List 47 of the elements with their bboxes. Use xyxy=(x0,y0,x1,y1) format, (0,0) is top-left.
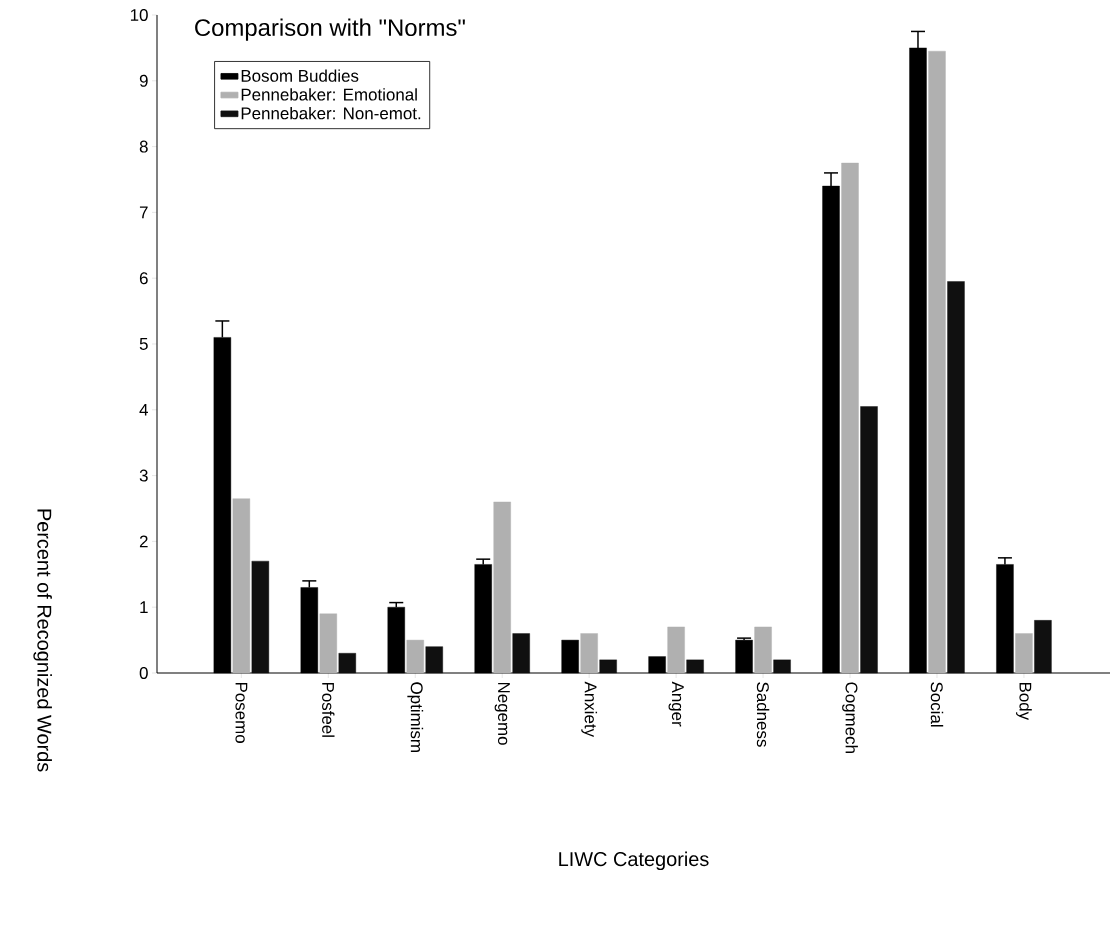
legend-label: Bosom Buddies xyxy=(241,69,359,82)
y-tick-label: 9 xyxy=(139,74,148,87)
bar xyxy=(406,639,424,674)
bar xyxy=(1015,633,1033,674)
legend-label: Pennebaker: Non-emot. xyxy=(241,106,421,120)
bar xyxy=(338,653,356,674)
bar xyxy=(319,613,337,674)
x-tick-label: Body xyxy=(1016,682,1032,721)
bar xyxy=(599,659,617,674)
bar xyxy=(686,659,704,674)
y-tick-label: 3 xyxy=(139,469,148,482)
bar xyxy=(841,162,859,674)
chart-title: Comparison with "Norms" xyxy=(195,18,465,41)
bar xyxy=(860,406,878,674)
bar xyxy=(251,560,270,674)
bar xyxy=(232,498,251,674)
x-axis-title: LIWC Categories xyxy=(559,851,709,871)
y-tick-label: 7 xyxy=(139,206,148,219)
y-tick-label: 8 xyxy=(139,140,148,153)
y-tick-label: 5 xyxy=(139,338,148,350)
x-tick-label: Anger xyxy=(668,681,684,727)
x-tick-label: Posfeel xyxy=(322,682,335,737)
x-tick-label: Anxiety xyxy=(581,681,598,738)
y-tick-label: 2 xyxy=(139,535,148,548)
y-tick-label: 1 xyxy=(140,601,148,614)
legend-label: Pennebaker: Emotional xyxy=(241,88,417,101)
bar xyxy=(754,626,772,674)
bar xyxy=(512,633,530,674)
x-tick-label: Social xyxy=(930,682,944,727)
bar xyxy=(947,281,965,674)
x-tick-label: Posemo xyxy=(235,682,248,743)
bar xyxy=(580,633,598,674)
bar xyxy=(1034,620,1052,674)
x-tick-label: Negemo xyxy=(494,682,510,745)
y-tick-label: 6 xyxy=(139,272,148,285)
bar xyxy=(928,50,946,674)
y-tick-label: 10 xyxy=(130,8,148,21)
x-tick-label: Cogmech xyxy=(842,682,858,753)
x-tick-label: Optimism xyxy=(407,682,424,752)
y-axis-title: Percent of Recognized Words xyxy=(33,509,52,772)
y-tick-label: 0 xyxy=(139,667,148,679)
bar xyxy=(667,626,685,674)
bar xyxy=(425,646,443,674)
bar xyxy=(773,659,791,674)
y-tick-label: 4 xyxy=(139,403,148,416)
bar xyxy=(493,501,511,674)
x-tick-label: Sadness xyxy=(756,682,770,747)
